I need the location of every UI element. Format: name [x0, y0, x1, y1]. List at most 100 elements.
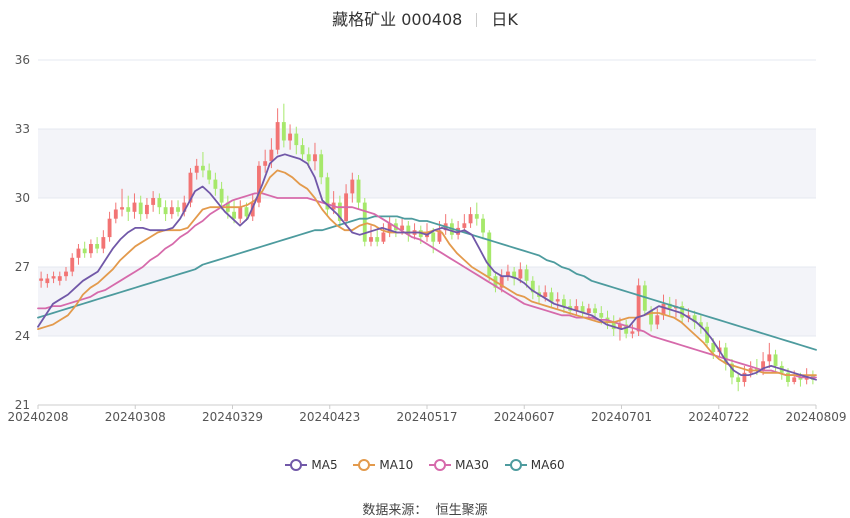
candle-body: [132, 202, 137, 212]
candle-body: [481, 218, 485, 233]
candle: [481, 214, 485, 240]
candle: [524, 264, 529, 288]
candle: [574, 299, 579, 316]
candle: [151, 191, 156, 212]
candle-body: [163, 207, 168, 215]
candle: [624, 319, 629, 339]
legend-marker-icon: [429, 459, 452, 471]
title-separator: [476, 13, 478, 27]
candle-body: [126, 207, 131, 212]
x-tick-label: 20240423: [299, 410, 360, 424]
candle-body: [680, 306, 685, 318]
candle-body: [555, 299, 560, 302]
candle-body: [300, 145, 305, 155]
legend-item-ma30[interactable]: MA30: [429, 458, 489, 472]
y-tick-label: 27: [15, 260, 30, 274]
x-tick-label: 20240329: [202, 410, 263, 424]
candle: [705, 322, 710, 348]
candle-body: [263, 161, 268, 166]
candle: [107, 211, 112, 242]
legend-item-ma5[interactable]: MA5: [285, 458, 338, 472]
candle: [730, 359, 734, 385]
candle-body: [232, 211, 236, 219]
candle-body: [113, 209, 118, 219]
candle-body: [705, 326, 710, 343]
x-axis-ticks: 20240208 20240308 20240329 20240423 20240517…: [7, 405, 847, 424]
ma5-line: [37, 153, 817, 381]
stock-name: 藏格矿业 000408: [332, 10, 463, 29]
candle: [369, 225, 373, 247]
x-tick-label: 20240517: [396, 410, 457, 424]
candle: [163, 200, 168, 221]
candle: [356, 175, 361, 210]
candle: [263, 149, 268, 173]
candle-body: [512, 271, 517, 279]
x-tick-label: 20240701: [591, 410, 652, 424]
candle-body: [288, 133, 293, 141]
candle: [736, 372, 741, 392]
candle-body: [518, 269, 523, 279]
candle: [101, 230, 106, 254]
candle: [219, 181, 224, 210]
candle-body: [207, 170, 212, 180]
candle-body: [194, 165, 199, 173]
candle-body: [618, 324, 622, 330]
y-tick-label: 30: [15, 191, 30, 205]
candle-body: [238, 207, 243, 219]
legend-item-ma10[interactable]: MA10: [353, 458, 413, 472]
candle: [362, 198, 367, 247]
candle-body: [474, 214, 479, 219]
candle-body: [182, 202, 187, 212]
candle-body: [543, 292, 548, 297]
legend-marker-icon: [353, 459, 376, 471]
y-axis-ticks: 21 24 27 30 33 36: [15, 53, 30, 412]
candle-body: [244, 207, 249, 217]
candle: [468, 207, 473, 228]
candle-body: [636, 285, 641, 332]
candle: [313, 142, 317, 171]
candle: [288, 124, 293, 150]
candle-body: [593, 308, 597, 313]
candle: [636, 278, 641, 336]
candle: [39, 271, 44, 288]
candle: [698, 315, 703, 334]
candle: [132, 193, 137, 219]
candle: [213, 172, 218, 196]
candle-body: [275, 122, 280, 150]
candle: [126, 195, 131, 221]
candle: [350, 172, 355, 203]
candle-body: [356, 179, 361, 203]
candle: [499, 269, 504, 293]
ma60-line: [37, 215, 817, 351]
candle: [194, 158, 199, 180]
candle-body: [505, 271, 510, 277]
candle-body: [381, 232, 386, 242]
candle-body: [319, 154, 324, 178]
source-label: 数据来源：: [362, 503, 428, 518]
candle-body: [51, 276, 56, 279]
candle: [70, 253, 75, 277]
chart-title: 藏格矿业 000408 日K: [0, 6, 850, 30]
period-label[interactable]: 日K: [491, 10, 518, 29]
candle-body: [213, 179, 218, 189]
candle-body: [487, 232, 492, 277]
candle: [207, 163, 212, 185]
legend-marker-icon: [504, 459, 527, 471]
legend-marker-icon: [285, 459, 308, 471]
candle: [561, 294, 566, 313]
y-tick-label: 24: [15, 329, 30, 343]
candle-body: [188, 172, 193, 203]
candle-body: [723, 347, 728, 364]
candle: [294, 126, 299, 155]
legend-item-ma60[interactable]: MA60: [504, 458, 565, 472]
candle-body: [742, 372, 747, 382]
candle: [325, 172, 330, 217]
candle-body: [157, 198, 162, 208]
candle-body: [375, 237, 380, 242]
candle-body: [661, 303, 666, 316]
x-tick-label: 20240208: [7, 410, 68, 424]
candle: [723, 342, 728, 371]
source-value: 恒生聚源: [435, 503, 488, 518]
candle: [182, 195, 187, 217]
